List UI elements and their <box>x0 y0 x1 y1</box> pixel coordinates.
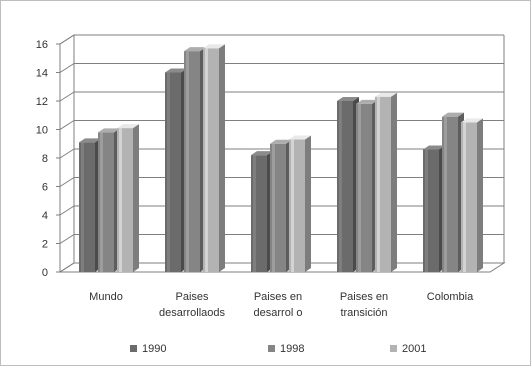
bar-highlight <box>272 143 275 272</box>
bar <box>442 112 464 272</box>
y-tick-label: 12 <box>36 96 48 108</box>
bar-top <box>461 118 483 123</box>
bar-side <box>133 124 139 272</box>
bar-top <box>337 97 359 101</box>
bar-top <box>423 145 445 150</box>
y-tick-label: 8 <box>42 153 48 165</box>
bar-highlight <box>205 48 208 273</box>
bar-highlight <box>358 103 361 272</box>
bar <box>165 68 187 272</box>
bar-highlight <box>100 132 103 272</box>
legend-item: 1998 <box>268 343 304 355</box>
bar-highlight <box>119 128 122 272</box>
legend-swatch <box>130 345 137 352</box>
x-tick-labels: Mundo Paises desarrollaods Paises en desarro… <box>89 291 474 319</box>
bar-highlight <box>463 122 466 272</box>
y-tick-label: 6 <box>42 182 48 194</box>
bars <box>79 44 483 273</box>
bar-top <box>203 44 225 49</box>
bar-side <box>477 118 483 272</box>
bar <box>375 92 397 272</box>
y-tick-label: 16 <box>36 39 48 51</box>
bar <box>423 145 445 272</box>
x-tick-label: Paises en <box>254 291 302 303</box>
bar-top <box>251 151 273 156</box>
legend-swatch <box>268 345 275 352</box>
gridline-side <box>59 91 75 102</box>
x-tick-label: desarrollaods <box>159 307 226 319</box>
x-tick-label: transición <box>340 307 387 319</box>
x-tick-label: Colombia <box>427 291 474 303</box>
bar-top <box>117 124 139 129</box>
bar <box>184 47 206 272</box>
legend-label: 2001 <box>402 343 426 355</box>
bar <box>203 44 225 273</box>
bar-top <box>184 47 206 52</box>
legend-item: 2001 <box>390 343 426 355</box>
y-tick-label: 14 <box>36 68 48 80</box>
legend-swatch <box>390 345 397 352</box>
gridline-side <box>59 120 75 130</box>
legend-label: 1990 <box>142 343 166 355</box>
gridline-side <box>59 177 75 187</box>
bar-top <box>270 139 292 144</box>
y-tick-label: 0 <box>42 267 48 279</box>
legend: 1990 1998 2001 <box>130 343 426 355</box>
bar-side <box>305 135 311 272</box>
bar <box>289 135 311 272</box>
bar <box>461 118 483 272</box>
bar-top <box>442 112 464 117</box>
y-tick-labels: 0 2 4 6 8 10 12 14 16 <box>36 39 48 279</box>
bar-highlight <box>377 96 380 272</box>
bar-highlight <box>167 72 170 272</box>
bar <box>270 139 292 272</box>
y-tick-label: 2 <box>42 239 48 251</box>
bar-highlight <box>81 142 84 272</box>
bar <box>79 138 101 272</box>
gridline-side <box>59 34 75 45</box>
bar <box>98 128 120 272</box>
x-tick-label: Paises <box>175 291 209 303</box>
bar-highlight <box>253 155 256 272</box>
bar-side <box>391 92 397 272</box>
gridline-side <box>59 234 75 244</box>
bar-highlight <box>186 51 189 272</box>
legend-label: 1998 <box>280 343 304 355</box>
bar-top <box>98 128 120 133</box>
gridline-side <box>59 148 75 159</box>
gridline-side <box>59 205 75 216</box>
gridline-side <box>59 262 75 273</box>
bar-top <box>356 99 378 104</box>
y-tick-label: 10 <box>36 125 48 137</box>
bar-highlight <box>339 101 342 272</box>
bar-highlight <box>291 139 294 272</box>
bar <box>251 151 273 272</box>
bar <box>356 99 378 272</box>
legend-item: 1990 <box>130 343 166 355</box>
gridline-side <box>59 63 75 73</box>
bar <box>117 124 139 272</box>
bar-top <box>289 135 311 140</box>
bar-top <box>375 92 397 97</box>
bar-highlight <box>444 116 447 272</box>
bar-top <box>165 68 187 73</box>
bar <box>337 97 359 272</box>
x-tick-label: desarrol o <box>254 307 303 319</box>
bar-side <box>219 44 225 273</box>
x-tick-label: Paises en <box>340 291 388 303</box>
x-tick-label: Mundo <box>89 291 123 303</box>
y-tick-label: 4 <box>42 210 48 222</box>
bar-top <box>79 138 101 143</box>
bar-highlight <box>425 149 428 272</box>
